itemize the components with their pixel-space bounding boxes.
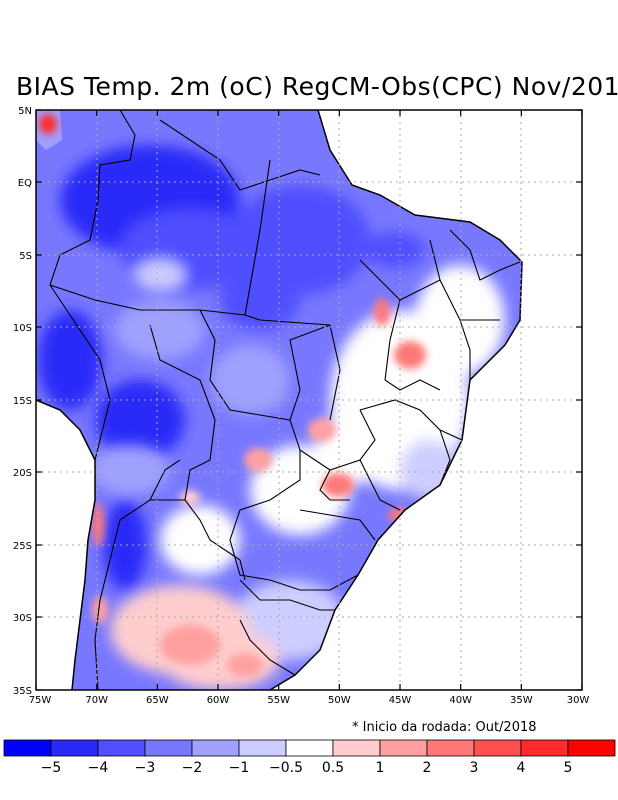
colorbar-label: 5	[563, 760, 573, 776]
lat-tick-label: 30S	[13, 613, 32, 624]
colorbar-cell	[144, 739, 193, 757]
lon-tick-label: 35W	[510, 695, 533, 706]
lat-tick-label: 10S	[13, 323, 32, 334]
colorbar-cell	[238, 739, 287, 757]
colorbar-cell	[426, 739, 475, 757]
lon-tick-label: 55W	[267, 695, 290, 706]
lon-tick-label: 30W	[567, 695, 590, 706]
colorbar-cell	[332, 739, 381, 757]
lon-tick-label: 60W	[207, 695, 230, 706]
lon-tick-label: 70W	[85, 695, 108, 706]
colorbar-label: 1	[375, 760, 385, 776]
colorbar-cell	[520, 739, 569, 757]
colorbar-label: −3	[134, 760, 156, 776]
colorbar-label: 3	[469, 760, 479, 776]
lat-tick-label: 5N	[18, 106, 32, 117]
run-start-note: * Inicio da rodada: Out/2018	[352, 720, 537, 735]
lon-tick-label: 50W	[328, 695, 351, 706]
borders	[49, 110, 521, 690]
colorbar-label: −0.5	[269, 760, 303, 776]
colorbar-cell	[379, 739, 428, 757]
colorbar-label: −1	[228, 760, 250, 776]
colorbar-cell	[567, 739, 616, 757]
colorbar-label: −4	[87, 760, 109, 776]
coastline	[36, 110, 523, 690]
lat-tick-label: 35S	[13, 686, 32, 697]
lat-tick-label: 5S	[19, 251, 32, 262]
colorbar-label: −2	[181, 760, 203, 776]
colorbar-label: 0.5	[321, 760, 345, 776]
colorbar-cell	[473, 739, 522, 757]
gridlines	[36, 110, 582, 690]
colorbar-label: −5	[40, 760, 62, 776]
lat-tick-label: 20S	[13, 468, 32, 479]
lon-tick-label: 65W	[146, 695, 169, 706]
colorbar-cell	[50, 739, 99, 757]
map-title: BIAS Temp. 2m (oC) RegCM-Obs(CPC) Nov/20…	[16, 72, 618, 101]
lon-tick-label: 75W	[29, 695, 52, 706]
colorbar-label: 4	[516, 760, 526, 776]
lat-tick-label: 15S	[13, 396, 32, 407]
lon-tick-label: 45W	[389, 695, 412, 706]
colorbar-cell	[285, 739, 334, 757]
lon-tick-label: 40W	[449, 695, 472, 706]
colorbar	[3, 739, 616, 757]
colorbar-cell	[191, 739, 240, 757]
lat-tick-label: 25S	[13, 541, 32, 552]
colorbar-cell	[97, 739, 146, 757]
colorbar-label: 2	[422, 760, 432, 776]
lat-tick-label: EQ	[18, 178, 32, 189]
colorbar-cell	[3, 739, 52, 757]
